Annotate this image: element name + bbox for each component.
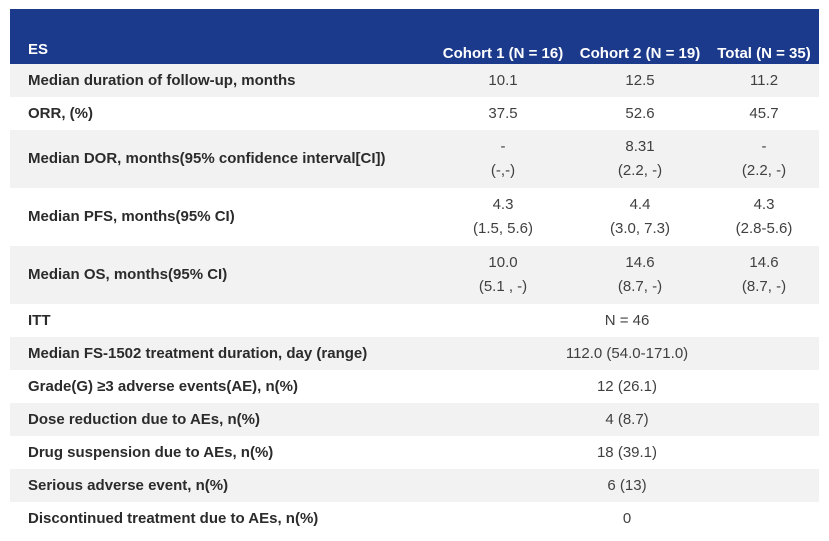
table-row: Median duration of follow-up, months 10.… [10,64,819,97]
itt-value: 6 (13) [435,469,819,502]
table-row: ORR, (%) 37.5 52.6 45.7 [10,97,819,130]
total-cell: - (2.2, -) [709,130,819,188]
cohort1-value: - [500,138,506,155]
table-row: Grade(G) ≥3 adverse events(AE), n(%) 12 … [10,370,819,403]
row-label: Dose reduction due to AEs, n(%) [10,403,435,436]
header-cohort1: Cohort 1 (N = 16) [435,9,571,64]
table-row: Discontinued treatment due to AEs, n(%) … [10,502,819,535]
cohort1-ci: (1.5, 5.6) [472,220,534,237]
table-row: Drug suspension due to AEs, n(%) 18 (39.… [10,436,819,469]
total-cell: 14.6 (8.7, -) [709,246,819,304]
cohort2-ci: (8.7, -) [617,278,663,295]
total-ci: (8.7, -) [741,278,787,295]
total-ci: (2.2, -) [741,162,787,179]
row-label: ORR, (%) [10,97,435,130]
cohort2-cell: 14.6 (8.7, -) [571,246,709,304]
itt-value: 18 (39.1) [435,436,819,469]
cohort1-ci: (-,-) [490,162,516,179]
table-row: Median OS, months(95% CI) 10.0 (5.1 , -)… [10,246,819,304]
header-es: ES [10,9,435,64]
table-row: Median PFS, months(95% CI) 4.3 (1.5, 5.6… [10,188,819,246]
itt-value: 112.0 (54.0-171.0) [435,337,819,370]
itt-value: 0 [435,502,819,535]
total-ci: (2.8-5.6) [735,220,793,237]
row-label: Serious adverse event, n(%) [10,469,435,502]
table-row: ITT N = 46 [10,304,819,337]
row-label: Median FS-1502 treatment duration, day (… [10,337,435,370]
cohort2-ci: (2.2, -) [617,162,663,179]
cohort2-cell: 4.4 (3.0, 7.3) [571,188,709,246]
total-value: 14.6 [749,254,779,271]
cohort1-value: 37.5 [435,97,571,130]
cohort1-cell: - (-,-) [435,130,571,188]
total-value: - [761,138,767,155]
results-table: ES Cohort 1 (N = 16) Cohort 2 (N = 19) T… [10,9,819,535]
cohort2-value: 8.31 [625,138,655,155]
itt-value: 4 (8.7) [435,403,819,436]
cohort1-cell: 4.3 (1.5, 5.6) [435,188,571,246]
row-label: Drug suspension due to AEs, n(%) [10,436,435,469]
table-row: Median DOR, months(95% confidence interv… [10,130,819,188]
itt-value: 12 (26.1) [435,370,819,403]
row-label: Grade(G) ≥3 adverse events(AE), n(%) [10,370,435,403]
cohort1-value: 10.0 [488,254,518,271]
header-cohort2: Cohort 2 (N = 19) [571,9,709,64]
cohort2-value: 14.6 [625,254,655,271]
row-label: Median DOR, months(95% confidence interv… [10,130,435,188]
total-value: 45.7 [709,97,819,130]
row-label: Discontinued treatment due to AEs, n(%) [10,502,435,535]
cohort1-cell: 10.0 (5.1 , -) [435,246,571,304]
row-label: Median duration of follow-up, months [10,64,435,97]
row-label: ITT [10,304,435,337]
row-label: Median PFS, months(95% CI) [10,188,435,246]
header-total: Total (N = 35) [709,9,819,64]
table-row: Dose reduction due to AEs, n(%) 4 (8.7) [10,403,819,436]
cohort2-value: 52.6 [571,97,709,130]
cohort2-value: 12.5 [571,64,709,97]
cohort2-cell: 8.31 (2.2, -) [571,130,709,188]
total-value: 4.3 [753,196,775,213]
total-value: 11.2 [709,64,819,97]
header-row: ES Cohort 1 (N = 16) Cohort 2 (N = 19) T… [10,9,819,64]
cohort2-value: 4.4 [629,196,651,213]
cohort1-ci: (5.1 , -) [478,278,528,295]
cohort2-ci: (3.0, 7.3) [609,220,671,237]
table-row: Median FS-1502 treatment duration, day (… [10,337,819,370]
itt-value: N = 46 [435,304,819,337]
table-row: Serious adverse event, n(%) 6 (13) [10,469,819,502]
total-cell: 4.3 (2.8-5.6) [709,188,819,246]
cohort1-value: 10.1 [435,64,571,97]
row-label: Median OS, months(95% CI) [10,246,435,304]
cohort1-value: 4.3 [492,196,514,213]
